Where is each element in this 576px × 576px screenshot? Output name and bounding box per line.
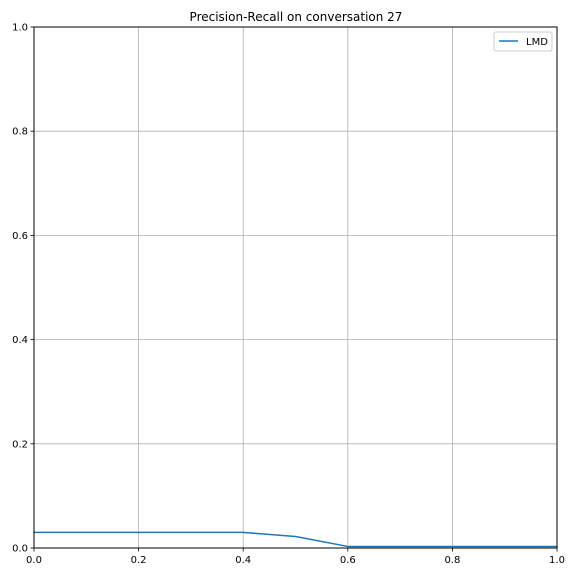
x-axis: 0.0 0.2 0.4 0.6 0.8 1.0 bbox=[26, 548, 565, 566]
y-tick-label: 1.0 bbox=[12, 23, 28, 34]
x-tick-label: 0.2 bbox=[131, 555, 147, 566]
chart-title: Precision-Recall on conversation 27 bbox=[190, 10, 403, 24]
grid bbox=[33, 26, 558, 549]
x-tick-label: 0.4 bbox=[235, 555, 251, 566]
x-tick-label: 1.0 bbox=[549, 555, 565, 566]
legend: LMD bbox=[493, 31, 553, 52]
y-tick-label: 0.2 bbox=[12, 439, 28, 450]
y-tick-label: 0.0 bbox=[12, 544, 28, 555]
y-tick-label: 0.4 bbox=[12, 335, 28, 346]
x-tick-label: 0.6 bbox=[340, 555, 356, 566]
x-tick-label: 0.0 bbox=[26, 555, 42, 566]
y-axis: 0.0 0.2 0.4 0.6 0.8 1.0 bbox=[12, 23, 34, 555]
y-tick-label: 0.8 bbox=[12, 127, 28, 138]
y-tick-label: 0.6 bbox=[12, 231, 28, 242]
series-line-lmd bbox=[33, 531, 558, 548]
legend-box bbox=[493, 31, 553, 52]
legend-label-lmd: LMD bbox=[526, 37, 548, 48]
series-layer bbox=[33, 531, 558, 548]
axes-frame bbox=[33, 26, 558, 549]
x-tick-label: 0.8 bbox=[444, 555, 460, 566]
